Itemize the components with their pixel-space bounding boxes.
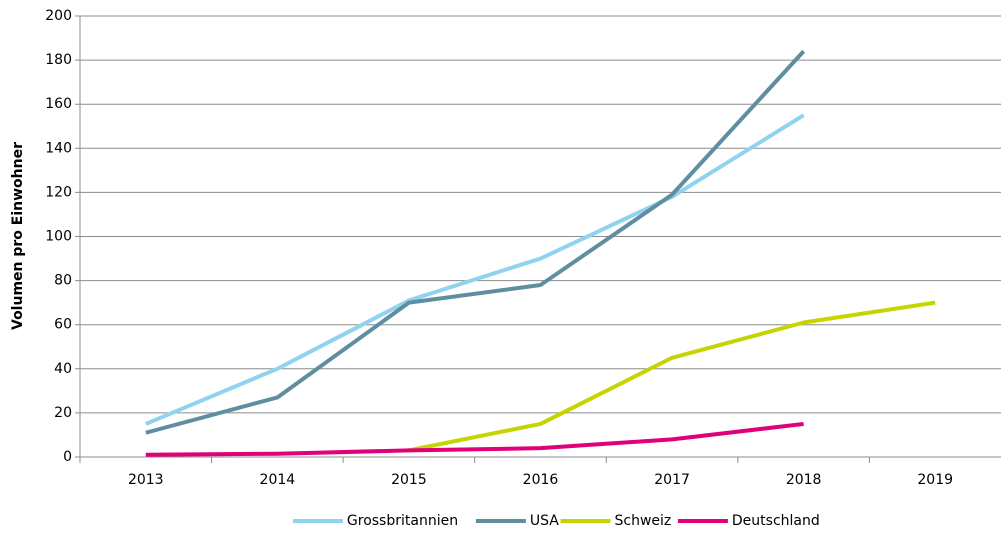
x-tick-label: 2016 [523,472,559,488]
legend-label: USA [530,513,559,529]
line-series [408,300,936,453]
y-tick-label: 0 [63,449,72,465]
y-tick-label: 160 [45,96,72,112]
legend-label: Schweiz [615,513,672,529]
legend-label: Grossbritannien [347,513,458,529]
line-series [145,49,806,435]
line-series [145,113,805,426]
y-tick-label: 120 [45,184,72,200]
y-tick-label: 60 [54,317,72,333]
y-tick-label: 200 [45,8,72,24]
legend-label: Deutschland [732,513,820,529]
y-tick-label: 40 [54,361,72,377]
y-tick-label: 100 [45,229,72,245]
y-axis-label: Volumen pro Einwohner [10,142,26,330]
x-tick-label: 2013 [128,472,164,488]
y-tick-label: 20 [54,405,72,421]
y-tick-label: 140 [45,140,72,156]
y-tick-label: 80 [54,273,72,289]
x-tick-label: 2015 [391,472,427,488]
x-tick-label: 2017 [654,472,690,488]
y-tick-label: 180 [45,52,72,68]
x-tick-label: 2014 [260,472,296,488]
line-series [145,421,804,457]
x-tick-label: 2018 [786,472,822,488]
x-tick-label: 2019 [917,472,953,488]
